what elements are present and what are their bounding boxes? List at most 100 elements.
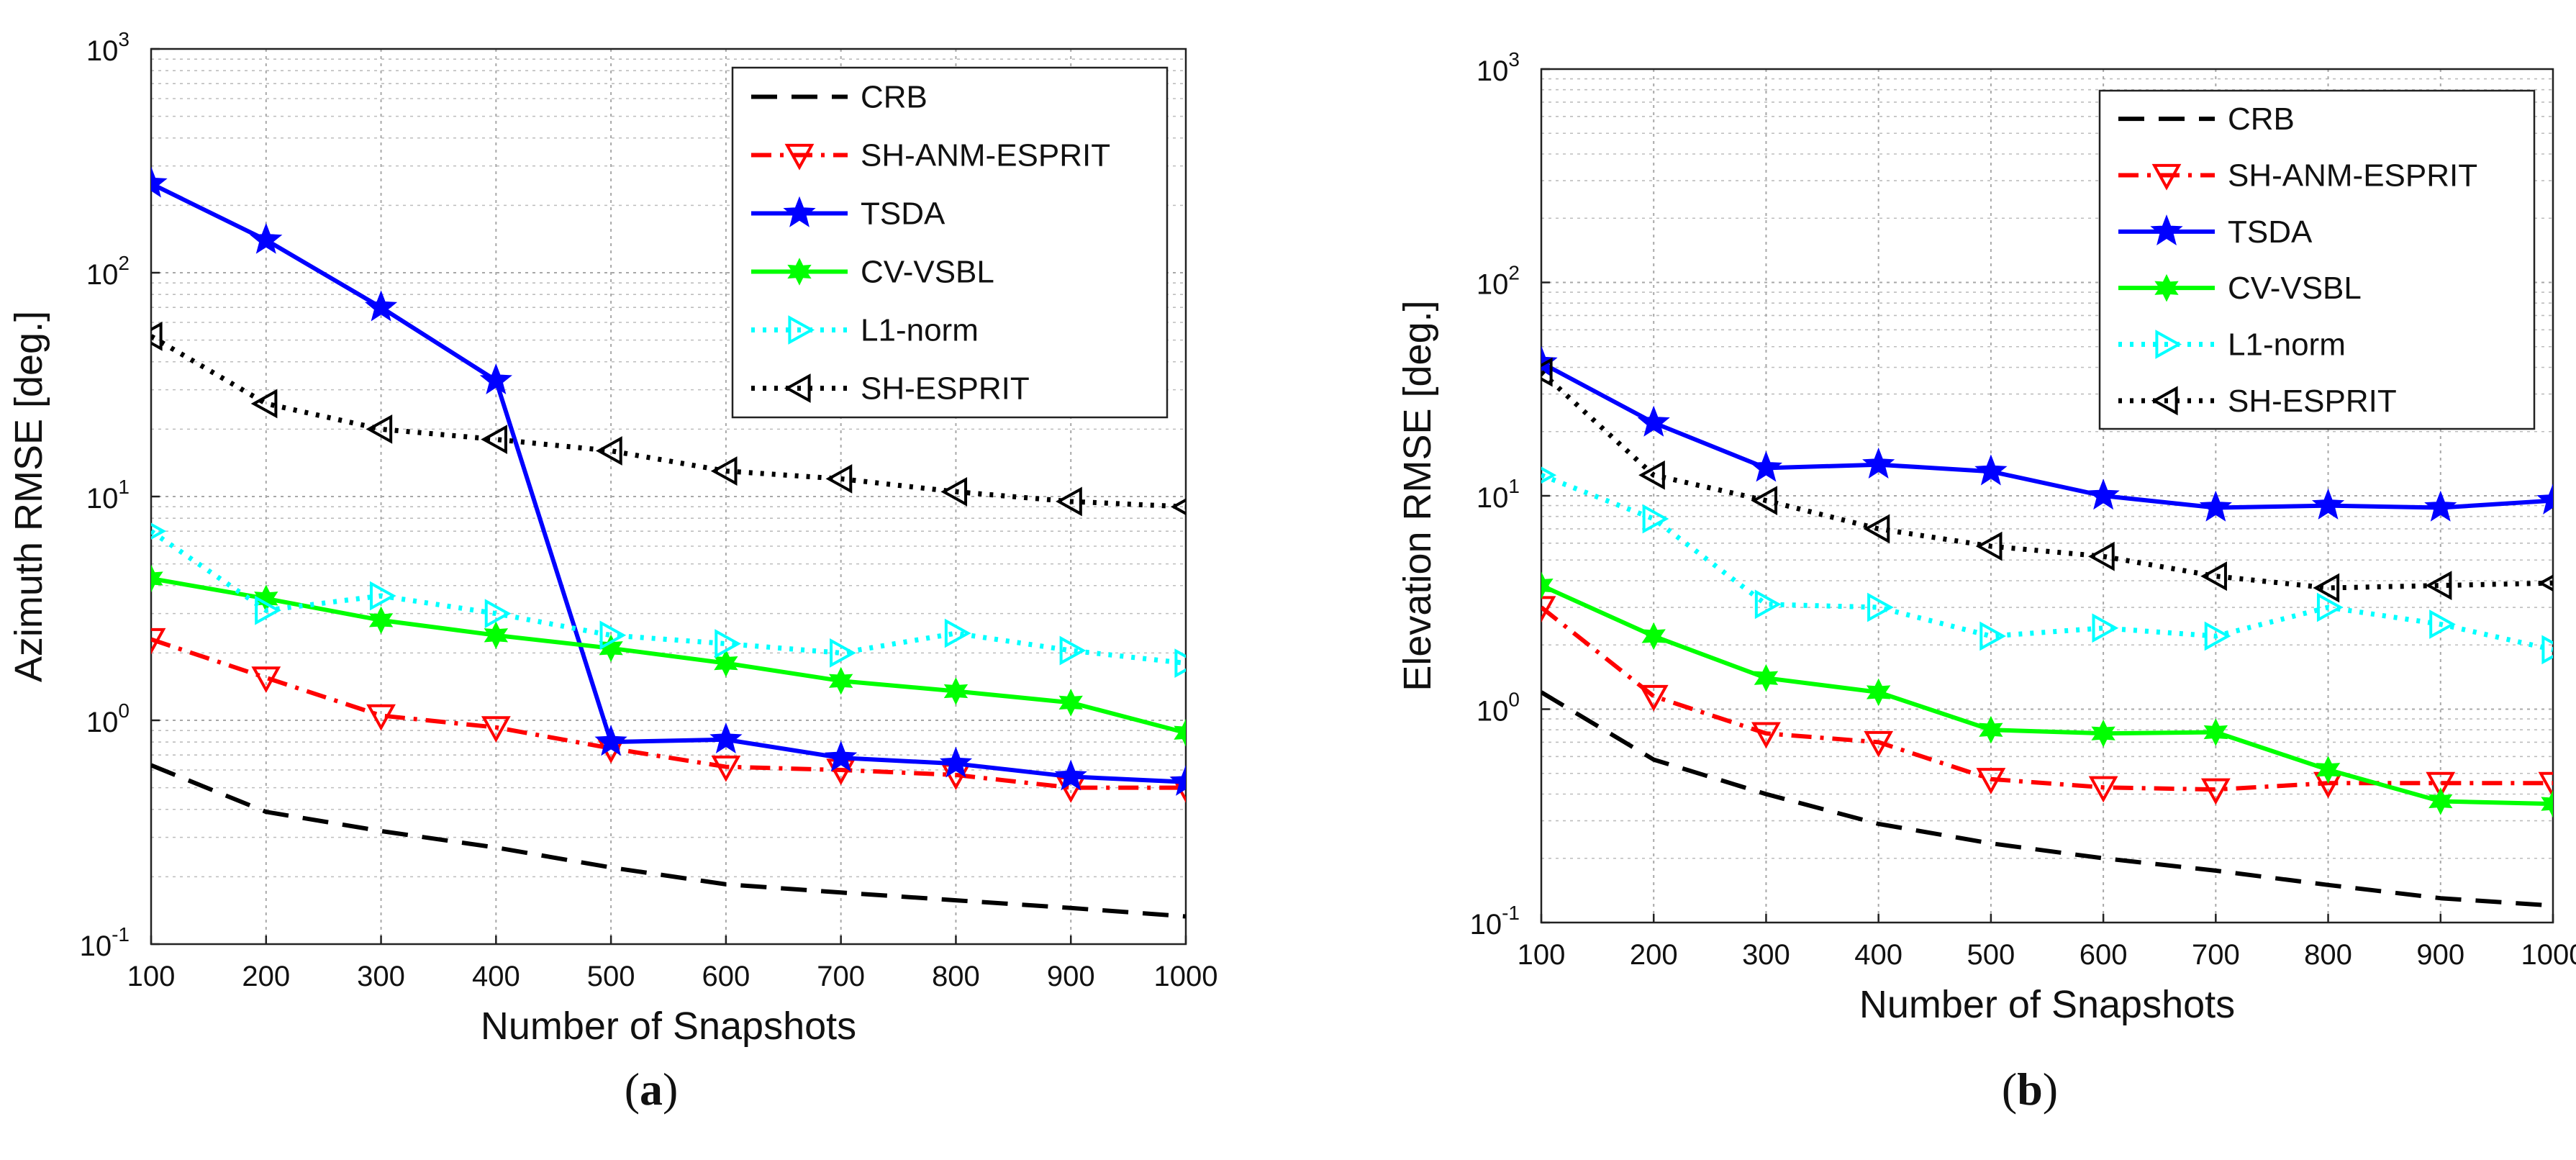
data-point-cv-vsbl (943, 677, 969, 705)
data-point-sh-anm-esprit (1751, 722, 1781, 749)
series-line-sh-esprit (1541, 370, 2553, 591)
data-point-sh-esprit (2200, 561, 2227, 592)
panel-label-letter: a (640, 1064, 663, 1115)
x-tick-label: 900 (2416, 939, 2464, 971)
data-point-sh-esprit (151, 321, 163, 351)
data-point-sh-esprit (1056, 486, 1082, 517)
series-group (1541, 345, 2553, 908)
data-point-sh-esprit (2537, 574, 2553, 592)
data-point-sh-esprit (2313, 573, 2340, 603)
data-point-sh-esprit (1751, 486, 1778, 516)
data-point-cv-vsbl (1174, 719, 1186, 747)
panel-label-open: ( (2002, 1064, 2017, 1115)
legend-label: SH-ESPRIT (861, 371, 1030, 407)
data-point-cv-vsbl (2091, 719, 2115, 748)
data-point-sh-esprit (2087, 541, 2115, 571)
data-point-sh-anm-esprit (1638, 684, 1669, 712)
data-point-l1-norm (1059, 635, 1087, 666)
legend-label: CV-VSBL (2228, 271, 2362, 306)
y-tick-exponent: -1 (112, 923, 130, 946)
data-point-tsda (1749, 450, 1783, 482)
data-point-cv-vsbl (484, 621, 509, 650)
data-point-sh-anm-esprit (481, 716, 511, 743)
legend-label: CV-VSBL (861, 255, 994, 290)
series-line-cv-vsbl (151, 576, 1186, 735)
data-point-l1-norm (2429, 610, 2456, 639)
data-point-cv-vsbl (1541, 571, 1554, 599)
x-axis-label: Number of Snapshots (481, 1005, 856, 1048)
x-axis-label: Number of Snapshots (1859, 983, 2235, 1026)
series-line-tsda (1541, 361, 2553, 510)
data-point-cv-vsbl (1641, 622, 1666, 651)
x-tick-label: 700 (2192, 939, 2240, 971)
legend-label: SH-ANM-ESPRIT (861, 138, 1110, 173)
y-tick-exponent: 3 (1508, 48, 1520, 71)
panel-a: 100 200 300 400 500 600 700 800 900 100010-110010… (7, 28, 1217, 1115)
y-tick-exponent: 2 (118, 252, 130, 274)
series-line-crb (151, 763, 1186, 919)
series-line-sh-esprit (151, 334, 1186, 509)
panel-label-letter: b (2017, 1064, 2043, 1115)
data-point-sh-anm-esprit (2200, 778, 2231, 805)
data-point-l1-norm (151, 522, 167, 540)
data-point-sh-anm-esprit (366, 704, 396, 731)
data-point-sh-esprit (825, 463, 853, 494)
data-point-tsda (939, 746, 973, 778)
data-point-sh-anm-esprit (2088, 776, 2118, 803)
data-point-tsda (1637, 405, 1670, 437)
y-tick-exponent: -1 (1502, 902, 1520, 924)
series-line-crb (1541, 690, 2553, 908)
data-point-l1-norm (599, 620, 627, 651)
legend-label: L1-norm (2228, 327, 2346, 363)
data-point-tsda (2311, 488, 2345, 520)
data-point-tsda (2536, 483, 2553, 515)
data-point-sh-esprit (595, 436, 622, 466)
data-point-l1-norm (1541, 466, 1557, 484)
y-tick-exponent: 1 (118, 476, 130, 498)
data-point-sh-esprit (1975, 531, 2003, 561)
data-point-l1-norm (2204, 621, 2231, 651)
x-tick-label: 200 (1630, 939, 1678, 971)
data-point-l1-norm (1867, 592, 1894, 622)
y-tick-exponent: 2 (1508, 262, 1520, 284)
legend-label: TSDA (861, 196, 945, 232)
panel-label: (a) (625, 1064, 679, 1115)
data-point-sh-anm-esprit (251, 666, 281, 693)
data-point-tsda (364, 290, 398, 322)
data-point-sh-esprit (1170, 498, 1186, 515)
x-tick-label: 600 (702, 961, 750, 992)
series-line-tsda (151, 181, 1186, 784)
legend-marker-tsda (2150, 214, 2183, 246)
data-point-cv-vsbl (828, 666, 853, 695)
data-point-cv-vsbl (368, 606, 394, 635)
data-point-tsda (1169, 765, 1186, 796)
data-point-cv-vsbl (2203, 718, 2228, 746)
series-line-l1-norm (1541, 473, 2553, 653)
data-point-tsda (1862, 447, 1895, 479)
data-point-tsda (2199, 490, 2232, 522)
x-tick-label: 800 (932, 961, 980, 992)
x-tick-label: 300 (357, 961, 405, 992)
y-axis-label: Azimuth RMSE [deg.] (7, 311, 50, 682)
legend-marker-sh-esprit (784, 373, 811, 403)
data-point-cv-vsbl (1979, 715, 2003, 744)
x-tick-label: 300 (1742, 939, 1790, 971)
data-point-sh-anm-esprit (1976, 768, 2006, 794)
series-line-l1-norm (151, 529, 1186, 666)
data-point-cv-vsbl (1754, 663, 1779, 692)
data-point-sh-anm-esprit (151, 627, 166, 655)
data-point-l1-norm (484, 599, 512, 629)
x-tick-label: 600 (2080, 939, 2128, 971)
x-tick-label: 700 (817, 961, 865, 992)
data-point-tsda (2424, 490, 2457, 522)
x-tick-label: 500 (587, 961, 635, 992)
x-tick-label: 1000 (1154, 961, 1218, 992)
series-group (151, 166, 1186, 919)
legend-marker-l1-norm (788, 315, 815, 345)
data-point-cv-vsbl (151, 564, 163, 593)
data-point-tsda (250, 222, 283, 254)
data-point-tsda (151, 166, 168, 198)
legend-box (2098, 89, 2536, 430)
data-point-sh-anm-esprit (2426, 771, 2456, 799)
data-point-l1-norm (2316, 592, 2344, 622)
